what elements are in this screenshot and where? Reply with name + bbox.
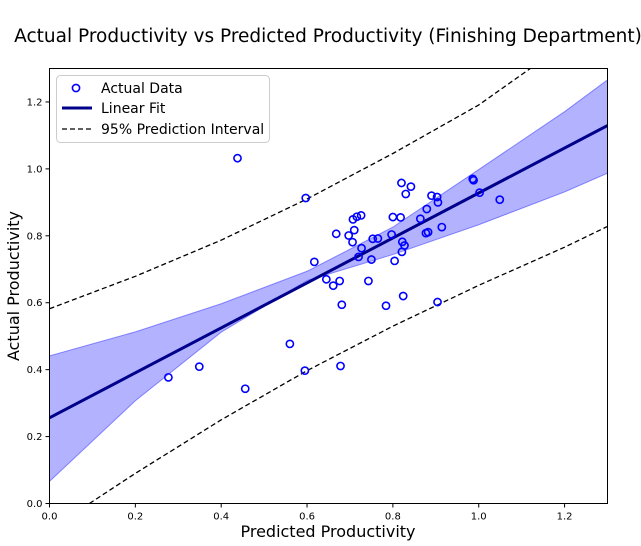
data-point [427, 191, 436, 201]
prediction-interval-upper [49, 68, 531, 310]
data-point [401, 189, 411, 199]
y-axis-label: Actual Productivity [4, 211, 23, 361]
plot-area [49, 68, 608, 504]
x-axis-ticks: 0.0 0.2 0.4 0.6 0.8 1.0 1.2 [42, 503, 573, 523]
data-point [415, 214, 425, 224]
y-tick-label: 0.2 [27, 432, 43, 443]
data-point [406, 182, 416, 192]
data-point [337, 300, 347, 310]
data-point [387, 230, 396, 239]
data-point [349, 225, 359, 235]
data-point [354, 252, 363, 262]
data-point [336, 361, 345, 371]
data-point [381, 301, 391, 311]
data-point [352, 212, 362, 222]
x-tick-label: 0.6 [299, 512, 315, 523]
legend-marker-icon [71, 83, 81, 93]
x-tick-label: 0.8 [385, 512, 401, 523]
data-point [396, 213, 406, 222]
data-point [432, 192, 442, 202]
data-point [397, 178, 406, 188]
data-point [433, 297, 442, 307]
data-point [398, 291, 408, 301]
y-tick-label: 0.4 [27, 365, 43, 376]
legend-label-actual-data: Actual Data [101, 81, 183, 97]
data-point [400, 241, 409, 250]
x-axis-label: Predicted Productivity [240, 522, 415, 541]
data-point [364, 276, 373, 286]
data-point [390, 256, 400, 266]
legend: Actual Data Linear Fit 95% Prediction In… [56, 75, 270, 143]
x-tick-label: 1.2 [557, 512, 573, 523]
data-point [367, 255, 376, 264]
x-tick-label: 0.2 [127, 512, 143, 523]
confidence-band [49, 79, 608, 483]
data-point [356, 210, 366, 220]
y-tick-label: 0.6 [27, 298, 43, 309]
data-point [194, 362, 204, 372]
data-point [422, 204, 432, 214]
data-point [357, 243, 366, 253]
data-point [373, 234, 383, 243]
data-point [335, 276, 345, 286]
data-point [348, 237, 357, 247]
data-point [328, 281, 338, 291]
data-point [300, 366, 310, 376]
chart-title: Actual Productivity vs Predicted Product… [14, 26, 641, 47]
data-point [495, 195, 505, 205]
axes-frame [49, 68, 608, 504]
linear-fit-line [49, 124, 608, 420]
y-tick-label: 1.0 [27, 164, 43, 175]
x-tick-label: 0.0 [42, 512, 58, 523]
data-point [388, 212, 398, 222]
data-point [475, 188, 484, 198]
data-point [469, 175, 478, 185]
y-axis-ticks: 0.0 0.2 0.4 0.6 0.8 1.0 1.2 [27, 97, 50, 510]
legend-label-linear-fit: Linear Fit [101, 101, 166, 117]
data-point [285, 339, 295, 349]
data-point [321, 274, 331, 284]
x-tick-label: 1.0 [471, 512, 487, 523]
data-point [233, 153, 242, 163]
x-tick-label: 0.4 [213, 512, 229, 523]
data-point [163, 372, 173, 382]
data-point [368, 234, 378, 244]
data-point [309, 257, 319, 267]
data-point [437, 222, 447, 232]
y-tick-label: 0.0 [27, 499, 43, 510]
y-tick-label: 1.2 [27, 97, 43, 108]
legend-box [56, 75, 270, 143]
y-tick-label: 0.8 [27, 231, 43, 242]
data-point [331, 229, 341, 239]
data-point [433, 197, 443, 207]
data-point [423, 227, 433, 237]
legend-label-prediction-interval: 95% Prediction Interval [101, 122, 264, 138]
data-point [240, 384, 250, 394]
data-point [344, 231, 354, 240]
data-point [301, 193, 311, 203]
